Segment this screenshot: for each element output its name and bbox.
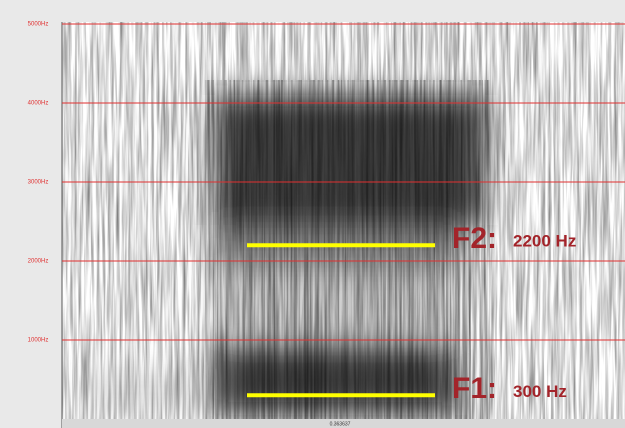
x-label: 0.363637	[330, 421, 351, 427]
y-tick-label: 2000Hz	[28, 259, 49, 265]
y-tick-label: 5000Hz	[28, 22, 49, 28]
spectrogram-image	[62, 22, 625, 419]
time-bar	[62, 419, 625, 428]
y-tick-label: 1000Hz	[28, 338, 49, 344]
formant-label: 300 Hz	[513, 382, 567, 401]
formant-name: F1:	[452, 372, 497, 405]
formant-label: 2200 Hz	[513, 232, 576, 251]
y-tick-label: 4000Hz	[28, 101, 49, 107]
formant-name: F2:	[452, 222, 497, 255]
y-tick-label: 3000Hz	[28, 180, 49, 186]
